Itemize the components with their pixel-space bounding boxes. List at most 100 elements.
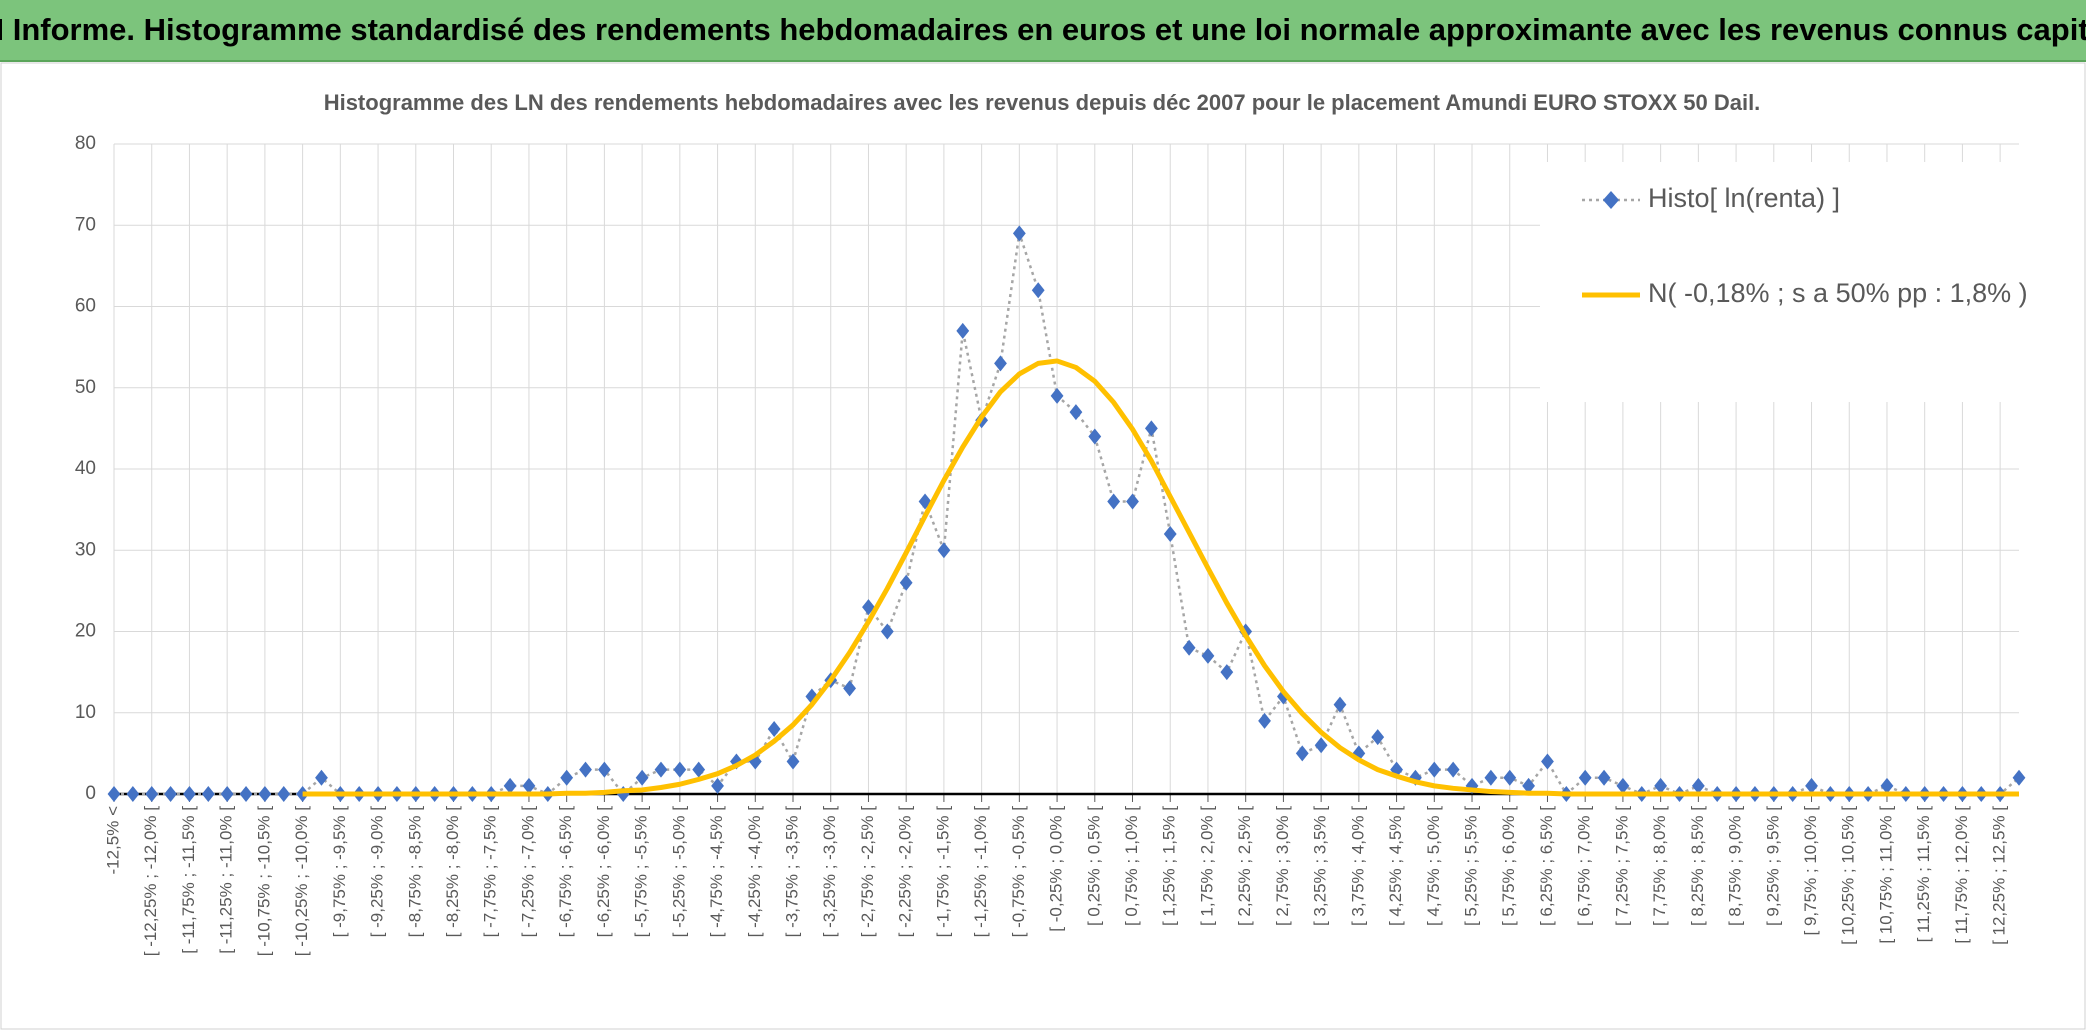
x-tick-label: [ -5,25% ; -5,0% [ [669,806,688,938]
marker [183,786,196,802]
marker [1880,777,1894,794]
marker [1522,777,1536,794]
x-tick-label: [ -5,75% ; -5,5% [ [632,806,651,938]
x-tick-label: [ 10,75% ; 11,0% [ [1876,806,1895,944]
marker [1446,761,1460,778]
marker [1126,493,1139,510]
marker [1597,769,1611,786]
marker [937,542,951,559]
x-tick-label: [ 6,25% ; 6,5% [ [1537,806,1556,926]
marker [1069,404,1083,421]
x-tick-label: [ -8,25% ; -8,0% [ [443,806,462,938]
marker [1333,696,1347,713]
marker [1409,769,1422,786]
marker [1541,753,1554,770]
marker [126,786,140,802]
x-tick-label: [ 2,25% ; 2,5% [ [1235,806,1254,926]
legend-label: Histo[ ln(renta) ] [1648,183,1840,213]
marker [107,786,121,802]
x-tick-label: [ -6,25% ; -6,0% [ [594,806,613,938]
x-tick-label: [ -9,75% ; -9,5% [ [330,806,349,938]
marker [956,322,970,339]
x-tick-label: [ -0,25% ; 0,0% [ [1047,806,1066,932]
x-tick-label: [ 11,75% ; 12,0% [ [1952,806,1971,944]
x-tick-label: [ -4,25% ; -4,0% [ [745,806,764,938]
x-tick-label: [ 3,75% ; 4,0% [ [1348,806,1367,926]
marker [1182,639,1196,656]
x-tick-label: [ -11,25% ; -11,0% [ [217,806,236,954]
x-tick-label: [ 1,25% ; 1,5% [ [1160,806,1179,926]
x-tick-label: [ 7,25% ; 7,5% [ [1612,806,1631,926]
marker [1371,729,1385,746]
marker [1295,745,1309,762]
chart: Histogramme des LN des rendements hebdom… [0,62,2086,1030]
marker [315,769,328,786]
x-tick-label: [ -1,25% ; -1,0% [ [971,806,990,938]
marker [1031,282,1045,299]
y-tick-label: 20 [75,621,96,642]
x-tick-label: [ 9,25% ; 9,5% [ [1763,806,1782,926]
x-tick-label: [ 0,25% ; 0,5% [ [1084,806,1103,926]
x-tick-label: [ -7,25% ; -7,0% [ [518,806,537,938]
x-tick-label: [ 0,75% ; 1,0% [ [1122,806,1141,926]
y-tick-label: 0 [85,783,96,804]
y-tick-label: 30 [75,539,96,560]
marker [201,786,215,802]
marker [1616,777,1630,794]
x-tick-label: [ -3,25% ; -3,0% [ [820,806,839,938]
x-tick-label: [ -2,75% ; -2,5% [ [858,806,877,938]
x-tick-label: -12,5% < [103,806,122,875]
marker [1258,712,1271,729]
x-tick-label: [ -10,75% ; -10,5% [ [254,806,273,957]
y-tick-label: 40 [75,458,96,479]
x-tick-label: [ 5,25% ; 5,5% [ [1462,806,1481,926]
marker [1144,420,1158,437]
marker [654,761,668,778]
marker [1220,664,1234,681]
x-tick-label: [ -2,25% ; -2,0% [ [896,806,915,938]
marker [711,777,724,794]
marker [899,574,913,591]
x-tick-label: [ 6,75% ; 7,0% [ [1575,806,1594,926]
marker [522,777,536,794]
marker [1277,688,1290,705]
banner-title: ADAM Informe. Histogramme standardisé de… [0,0,2086,62]
y-tick-label: 80 [75,133,96,154]
marker [635,769,649,786]
marker [1503,769,1517,786]
x-tick-label: [ -6,75% ; -6,5% [ [556,806,575,938]
x-tick-label: [ -11,75% ; -11,5% [ [179,806,198,954]
x-tick-label: [ 4,75% ; 5,0% [ [1424,806,1443,926]
x-tick-label: [ -3,75% ; -3,5% [ [782,806,801,938]
marker [1201,647,1215,664]
marker [220,786,234,802]
y-tick-label: 60 [75,296,96,317]
marker [560,769,574,786]
marker [994,355,1007,372]
marker [503,777,517,794]
x-tick-label: [ 8,75% ; 9,0% [ [1726,806,1745,926]
marker [1012,225,1026,242]
marker [1805,777,1818,794]
x-tick-label: [ -1,75% ; -1,5% [ [933,806,952,938]
marker [164,786,177,802]
x-tick-label: [ -10,25% ; -10,0% [ [292,806,311,957]
x-tick-label: [ -8,75% ; -8,5% [ [405,806,424,938]
marker [1578,769,1592,786]
marker [1163,526,1177,542]
x-tick-label: [ 8,25% ; 8,5% [ [1688,806,1707,926]
marker [767,721,781,737]
marker [843,680,856,697]
x-tick-label: [ 1,75% ; 2,0% [ [1197,806,1216,926]
marker [145,786,159,802]
x-tick-label: [ 11,25% ; 11,5% [ [1914,806,1933,943]
marker [1088,428,1102,445]
marker [258,786,272,802]
marker [1484,769,1498,786]
marker [880,623,894,640]
marker [597,761,611,778]
x-tick-label: [ -4,75% ; -4,5% [ [707,806,726,938]
x-tick-label: [ 7,75% ; 8,0% [ [1650,806,1669,926]
marker [692,761,706,778]
